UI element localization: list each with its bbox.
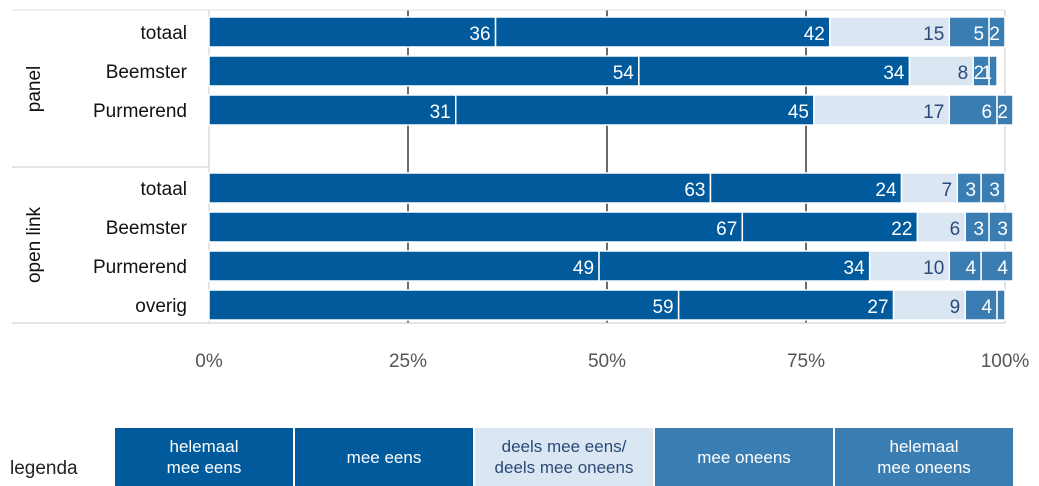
legend-title: legenda [10,458,78,479]
category-label: totaal [141,179,187,200]
data-label: 9 [950,297,961,318]
bar-segment [900,172,958,204]
data-label: 4 [997,258,1008,279]
legend-item: mee eens [295,428,473,486]
data-label: 6 [981,102,992,123]
bar-segment [208,16,497,48]
bar-segment [892,289,966,321]
category-label: Purmerend [93,101,187,122]
data-label: 8 [958,63,969,84]
data-label: 3 [997,219,1008,240]
data-label: 1 [981,63,992,84]
x-tick-label: 25% [389,351,427,372]
bar-segment [996,94,1014,126]
bar-segment [868,250,951,282]
x-tick-label: 100% [981,351,1030,372]
data-label: 34 [844,258,866,279]
legend: legenda helemaal mee eens mee eens deels m… [0,428,1039,486]
data-label: 5 [974,24,985,45]
bar-segment [988,16,1006,48]
data-label: 34 [883,63,905,84]
bar-segment [916,211,966,243]
data-label: 31 [430,102,451,123]
category-label: Purmerend [93,257,187,278]
category-label: Beemster [106,218,188,239]
legend-item: helemaal mee eens [115,428,293,486]
category-label: totaal [141,23,187,44]
bar-segment [964,289,998,321]
legend-item: deels mee eens/ deels mee oneens [475,428,653,486]
data-label: 63 [684,180,705,201]
category-label: overig [135,296,187,317]
bar-segment [598,250,871,282]
data-label: 42 [804,24,825,45]
data-label: 17 [923,102,944,123]
data-label: 45 [788,102,809,123]
data-label: 24 [875,180,897,201]
data-label: 6 [950,219,961,240]
bar-segment [980,250,1014,282]
bar-segment [208,289,680,321]
bar-segment [948,250,982,282]
legend-item: helemaal mee oneens [835,428,1013,486]
group-label: panel [24,66,45,113]
bar-segment [208,55,640,87]
bar-segment [996,289,1006,321]
bar-segment [988,55,998,87]
data-label: 22 [891,219,912,240]
bar-segment [980,172,1006,204]
data-label: 7 [942,180,953,201]
data-label: 15 [923,24,944,45]
data-label: 2 [974,63,985,84]
bar-segment [988,211,1014,243]
bar-segment [741,211,919,243]
bar-segment [709,172,903,204]
x-tick-label: 50% [588,351,626,372]
bar-segment [208,211,744,243]
data-label: 4 [981,297,992,318]
data-label: 54 [613,63,635,84]
data-label: 3 [966,180,977,201]
data-label: 10 [923,258,944,279]
bar-segment [677,289,895,321]
data-label: 36 [469,24,490,45]
data-label: 2 [997,102,1008,123]
data-label: 4 [966,258,977,279]
bar-segment [948,94,998,126]
bar-segment [208,94,457,126]
bar-segment [494,16,831,48]
bar-segment [455,94,815,126]
x-tick-label: 0% [195,351,223,372]
bar-segment [638,55,911,87]
x-tick-label: 75% [787,351,825,372]
bar-segment [208,172,712,204]
data-label: 67 [716,219,737,240]
bar-segment [208,250,600,282]
data-label: 49 [573,258,594,279]
data-label: 3 [974,219,985,240]
data-label: 3 [989,180,1000,201]
data-label: 27 [867,297,888,318]
legend-item: mee oneens [655,428,833,486]
bar-segment [948,16,990,48]
data-label: 59 [652,297,673,318]
data-label: 2 [989,24,1000,45]
group-label: open link [24,206,45,283]
category-label: Beemster [106,62,188,83]
bar-segment [829,16,951,48]
